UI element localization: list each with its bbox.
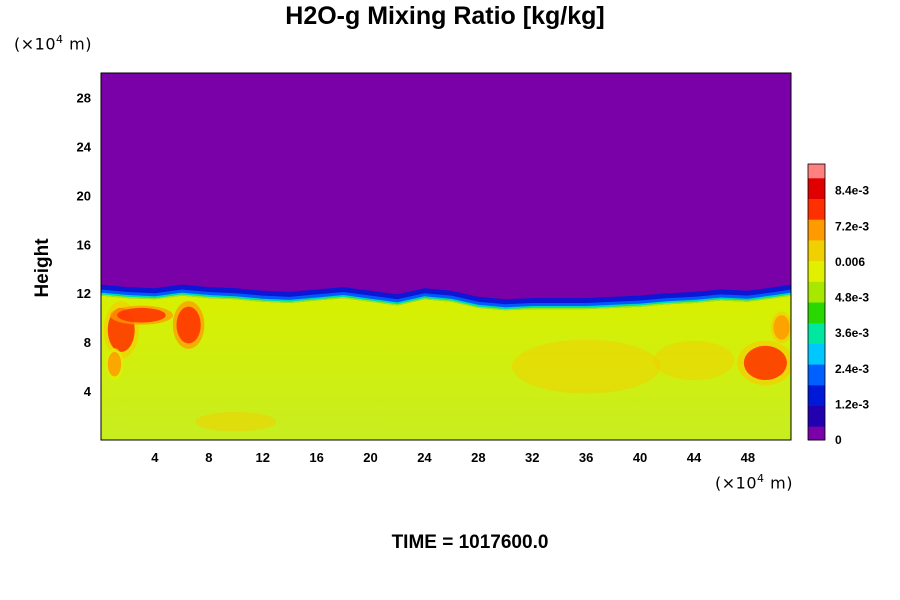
colorbar-segment bbox=[808, 295, 825, 303]
y-tick-label: 28 bbox=[77, 90, 91, 105]
colorbar-segment bbox=[808, 419, 825, 427]
x-tick-label: 8 bbox=[205, 450, 212, 465]
x-tick-label: 16 bbox=[309, 450, 323, 465]
colorbar-frame bbox=[807, 163, 826, 441]
x-tick-label: 12 bbox=[255, 450, 269, 465]
colorbar-tick-label: 1.2e-3 bbox=[835, 397, 869, 411]
y-tick-label: 24 bbox=[77, 139, 92, 154]
colorbar-tick-label: 7.2e-3 bbox=[835, 219, 869, 233]
colorbar-segment bbox=[808, 426, 825, 434]
colorbar-segment bbox=[808, 205, 825, 213]
colorbar-segment bbox=[808, 302, 825, 310]
colorbar-segment bbox=[808, 398, 825, 406]
colorbar-segment bbox=[808, 281, 825, 289]
colorbar-segment bbox=[808, 391, 825, 400]
colorbar-segment bbox=[808, 433, 825, 441]
colorbar-tick-label: 0 bbox=[835, 433, 842, 447]
colorbar-segment bbox=[808, 191, 825, 199]
plot-area bbox=[101, 73, 791, 440]
colorbar-segment bbox=[808, 343, 825, 351]
plot-frame bbox=[100, 72, 792, 441]
colorbar-segment bbox=[808, 357, 825, 365]
colorbar-segment bbox=[808, 315, 825, 324]
colorbar-segment bbox=[808, 384, 825, 393]
colorbar-segment bbox=[808, 170, 825, 179]
colorbar-segment bbox=[808, 184, 825, 193]
colorbar: 0 1.2e-3 2.4e-3 3.6e-3 4.8e-3 0.006 7.2e-3 8.4e… bbox=[807, 163, 869, 447]
colorbar-segment bbox=[808, 274, 825, 282]
colorbar-segment bbox=[808, 164, 825, 172]
colorbar-segment bbox=[808, 371, 825, 379]
colorbar-segment bbox=[808, 267, 825, 275]
colorbar-segment bbox=[808, 412, 825, 420]
colorbar-segment bbox=[808, 329, 825, 337]
colorbar-tick-label: 8.4e-3 bbox=[835, 184, 869, 198]
colorbar-tick-label: 3.6e-3 bbox=[835, 326, 869, 340]
y-tick-label: 20 bbox=[77, 188, 91, 203]
y-tick-label: 4 bbox=[84, 384, 92, 399]
colorbar-segment bbox=[808, 177, 825, 186]
y-axis: 4 8 12 16 20 24 28 bbox=[77, 90, 92, 399]
colorbar-segment bbox=[808, 288, 825, 296]
y-axis-unit: (×104 m) bbox=[14, 33, 92, 54]
moist-patch-3 bbox=[107, 351, 122, 377]
colorbar-tick-label: 4.8e-3 bbox=[835, 291, 869, 305]
x-tick-label: 36 bbox=[579, 450, 593, 465]
colorbar-segment bbox=[808, 350, 825, 358]
colorbar-segment bbox=[808, 198, 825, 206]
colorbar-segment bbox=[808, 336, 825, 344]
x-tick-label: 40 bbox=[633, 450, 647, 465]
colorbar-segment bbox=[808, 308, 825, 317]
colorbar-segment bbox=[808, 377, 825, 386]
moist-patch-5 bbox=[773, 315, 790, 340]
colorbar-segment bbox=[808, 405, 825, 413]
colorbar-segment bbox=[808, 233, 825, 241]
x-tick-label: 44 bbox=[687, 450, 702, 465]
colorbar-tick-label: 0.006 bbox=[835, 255, 865, 269]
x-tick-label: 28 bbox=[471, 450, 485, 465]
colorbar-tick-label: 2.4e-3 bbox=[835, 362, 869, 376]
chart-title: H2O-g Mixing Ratio [kg/kg] bbox=[285, 2, 605, 30]
x-tick-label: 4 bbox=[151, 450, 159, 465]
x-tick-label: 20 bbox=[363, 450, 377, 465]
swirl-1 bbox=[653, 340, 735, 381]
y-tick-label: 16 bbox=[77, 237, 91, 252]
x-tick-label: 24 bbox=[417, 450, 432, 465]
colorbar-segment bbox=[808, 226, 825, 234]
time-label: TIME = 1017600.0 bbox=[391, 532, 549, 553]
colorbar-segment bbox=[808, 239, 825, 248]
moist-region bbox=[101, 295, 791, 440]
moist-patch-1 bbox=[117, 307, 166, 323]
y-tick-label: 12 bbox=[77, 286, 91, 301]
interface-band-2 bbox=[101, 292, 791, 311]
y-tick-label: 8 bbox=[84, 335, 91, 350]
colorbar-segment bbox=[808, 219, 825, 227]
swirl-0 bbox=[512, 339, 661, 394]
colorbar-segment bbox=[808, 253, 825, 262]
colorbar-segment bbox=[808, 364, 825, 372]
moist-patch-2 bbox=[176, 306, 201, 344]
colorbar-segment bbox=[808, 260, 825, 268]
colorbar-segment bbox=[808, 322, 825, 331]
x-tick-label: 32 bbox=[525, 450, 539, 465]
swirl-2 bbox=[195, 411, 277, 432]
x-tick-label: 48 bbox=[741, 450, 755, 465]
x-axis: 4 8 12 16 20 24 28 32 36 40 44 48 bbox=[151, 450, 755, 465]
moist-patch-4 bbox=[743, 345, 787, 381]
x-axis-unit: (×104 m) bbox=[715, 472, 793, 493]
colorbar-segment bbox=[808, 246, 825, 255]
colorbar-segment bbox=[808, 212, 825, 220]
